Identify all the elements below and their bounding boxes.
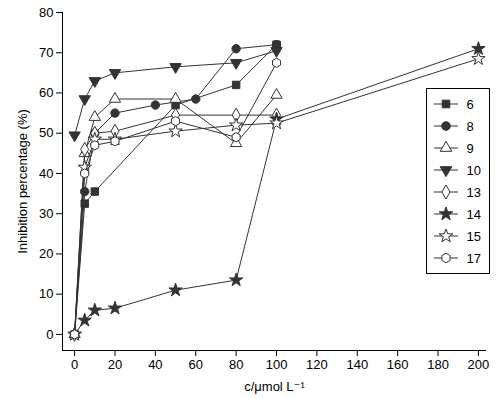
html-text:13: 13	[466, 184, 481, 200]
svg-text:180: 180	[427, 357, 449, 372]
html-text:6: 6	[466, 96, 474, 112]
svg-text:140: 140	[346, 357, 368, 372]
svg-text:200: 200	[468, 357, 490, 372]
svg-text:40: 40	[39, 166, 53, 181]
svg-text:Inhibition percentage (%): Inhibition percentage (%)	[15, 109, 30, 254]
svg-text:30: 30	[39, 206, 53, 221]
html-text:9: 9	[466, 140, 474, 156]
svg-text:10: 10	[39, 286, 53, 301]
html-text:8: 8	[466, 118, 474, 134]
svg-text:c/μmol L⁻¹: c/μmol L⁻¹	[244, 379, 305, 394]
svg-text:80: 80	[229, 357, 243, 372]
html-text:10: 10	[466, 162, 481, 178]
svg-text:20: 20	[39, 246, 53, 261]
html-text:17: 17	[466, 250, 481, 266]
svg-text:70: 70	[39, 45, 53, 60]
svg-text:40: 40	[148, 357, 162, 372]
svg-text:100: 100	[266, 357, 288, 372]
svg-text:60: 60	[189, 357, 203, 372]
html-text:15: 15	[466, 228, 481, 244]
html-text:14: 14	[466, 206, 481, 222]
svg-text:60: 60	[39, 85, 53, 100]
svg-text:80: 80	[39, 5, 53, 20]
svg-text:120: 120	[306, 357, 328, 372]
svg-text:160: 160	[387, 357, 409, 372]
svg-text:20: 20	[108, 357, 122, 372]
svg-text:0: 0	[71, 357, 78, 372]
svg-text:0: 0	[46, 327, 53, 342]
svg-text:50: 50	[39, 125, 53, 140]
